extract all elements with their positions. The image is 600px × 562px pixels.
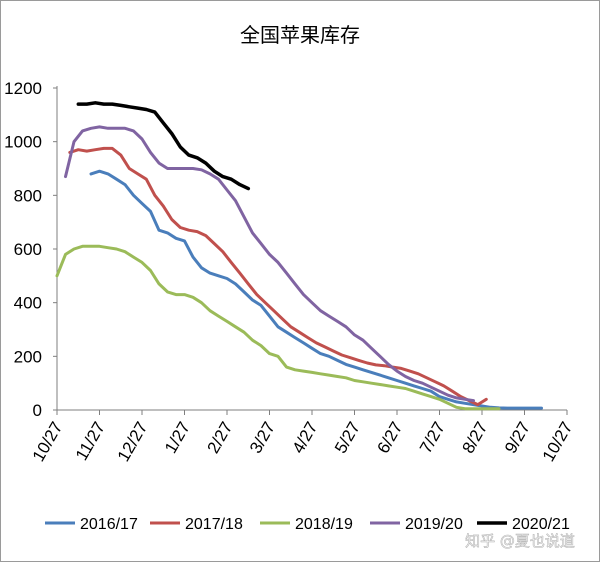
x-tick-label: 9/27 — [501, 419, 534, 457]
series-line-2020-21 — [76, 101, 251, 191]
x-tick-label: 12/27 — [114, 419, 152, 465]
x-tick-label: 1/27 — [161, 419, 194, 457]
legend-label: 2017/18 — [185, 516, 243, 533]
y-tick-label: 800 — [14, 186, 42, 205]
series-line-2018-19 — [55, 244, 501, 411]
x-tick-label: 5/27 — [331, 419, 364, 457]
series-line-2016-17 — [89, 169, 543, 410]
x-tick-label: 10/27 — [29, 419, 67, 465]
watermark-text: 知乎 @夏也说道 — [465, 532, 575, 550]
series-layer — [55, 101, 543, 411]
y-tick-label: 400 — [14, 294, 42, 313]
y-tick-label: 1200 — [4, 79, 42, 98]
x-tick-label: 2/27 — [203, 419, 236, 457]
legend-label: 2018/19 — [295, 516, 353, 533]
x-tick-label: 4/27 — [288, 419, 321, 457]
y-tick-label: 200 — [14, 347, 42, 366]
x-tick-label: 8/27 — [458, 419, 491, 457]
x-tick-label: 10/27 — [539, 419, 577, 465]
legend-label: 2019/20 — [405, 516, 463, 533]
chart-title: 全国苹果库存 — [240, 23, 360, 47]
series-line-2017-18 — [68, 146, 488, 407]
x-tick-label: 7/27 — [416, 419, 449, 457]
x-tick-label: 6/27 — [373, 419, 406, 457]
x-tick-label: 11/27 — [72, 419, 109, 464]
y-tick-label: 1000 — [4, 133, 42, 152]
x-tick-label: 3/27 — [246, 419, 279, 457]
y-tick-label: 600 — [14, 240, 42, 259]
legend-label: 2016/17 — [80, 516, 138, 533]
legend-label: 2020/21 — [512, 516, 570, 533]
series-line-2019-20 — [64, 125, 475, 403]
y-tick-label: 0 — [33, 401, 42, 420]
legend: 2016/17 2017/18 2018/19 2019/20 2020/21 — [45, 516, 570, 533]
